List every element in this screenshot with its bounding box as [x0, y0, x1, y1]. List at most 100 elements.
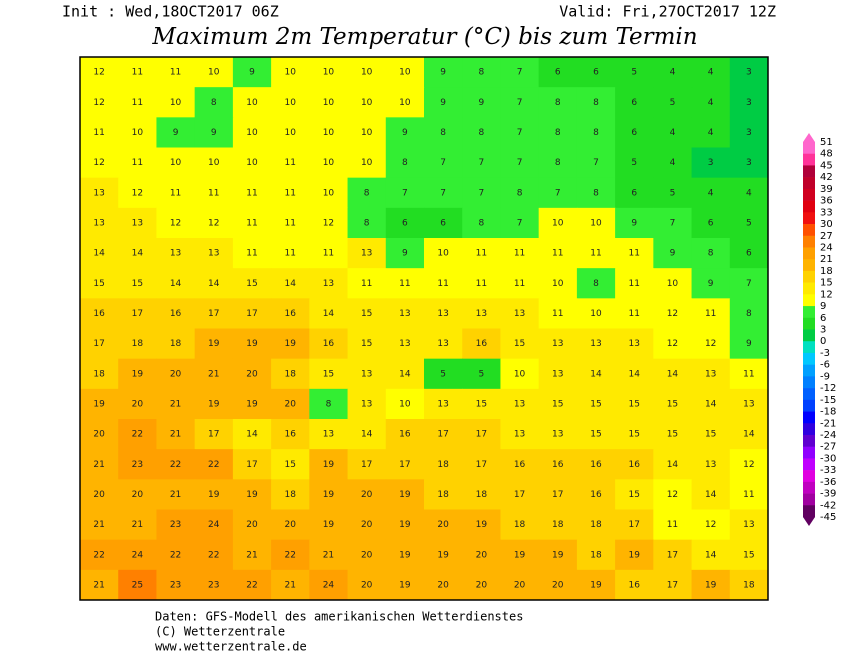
temperature-cell	[118, 268, 157, 299]
temperature-cell	[538, 147, 578, 179]
temperature-label: 20	[514, 580, 526, 590]
temperature-label: 13	[743, 520, 754, 530]
temperature-cell	[462, 117, 501, 148]
legend-swatch	[803, 388, 815, 401]
legend-label: 27	[820, 231, 833, 242]
temperature-cell	[232, 449, 272, 480]
temperature-cell	[385, 419, 425, 450]
temperature-label: 7	[517, 98, 523, 108]
temperature-label: 11	[246, 218, 257, 228]
temperature-cell	[653, 539, 693, 571]
temperature-label: 22	[284, 550, 295, 560]
temperature-cell	[271, 298, 310, 329]
temperature-label: 20	[437, 520, 449, 530]
temperature-label: 14	[667, 369, 679, 379]
temperature-label: 13	[93, 188, 104, 198]
temperature-cell	[500, 147, 540, 179]
temperature-cell	[232, 268, 272, 299]
temperature-label: 16	[323, 339, 335, 349]
legend-label: -15	[820, 395, 836, 406]
temperature-label: 10	[590, 218, 602, 228]
temperature-cell	[424, 388, 463, 420]
temperature-label: 10	[437, 249, 449, 259]
temperature-label: 15	[361, 309, 372, 319]
temperature-label: 17	[93, 339, 104, 349]
temperature-cell	[232, 57, 272, 88]
temperature-cell	[653, 569, 693, 601]
temperature-label: 17	[667, 550, 678, 560]
temperature-cell	[462, 87, 501, 118]
temperature-cell	[615, 298, 654, 329]
temperature-label: 11	[208, 188, 219, 198]
temperature-cell	[653, 117, 693, 148]
temperature-label: 13	[514, 399, 525, 409]
temperature-label: 7	[593, 158, 599, 168]
temperature-cell	[347, 238, 387, 269]
legend-label: -21	[820, 418, 836, 429]
temperature-cell	[271, 509, 310, 541]
temperature-cell	[538, 388, 578, 420]
temperature-label: 3	[746, 128, 752, 138]
temperature-cell	[615, 539, 654, 571]
temperature-label: 19	[705, 580, 717, 590]
temperature-cell	[615, 57, 654, 88]
temperature-cell	[118, 57, 157, 88]
temperature-cell	[271, 177, 310, 209]
temperature-cell	[691, 388, 731, 420]
temperature-label: 8	[478, 68, 484, 78]
temperature-cell	[729, 419, 769, 450]
temperature-label: 12	[667, 490, 678, 500]
temperature-label: 8	[211, 98, 217, 108]
temperature-label: 10	[399, 98, 411, 108]
temperature-cell	[538, 509, 578, 541]
temperature-label: 19	[399, 520, 411, 530]
temperature-cell	[424, 539, 463, 571]
temperature-cell	[271, 388, 310, 420]
temperature-cell	[309, 87, 349, 118]
temperature-cell	[424, 177, 463, 209]
temperature-label: 7	[555, 188, 561, 198]
temperature-label: 3	[746, 68, 752, 78]
temperature-label: 8	[555, 158, 561, 168]
temperature-label: 17	[476, 460, 487, 470]
temperature-label: 14	[705, 550, 717, 560]
temperature-label: 14	[246, 430, 258, 440]
temperature-label: 19	[323, 460, 335, 470]
temperature-cell	[232, 479, 272, 510]
temperature-cell	[232, 569, 272, 601]
temperature-cell	[194, 388, 234, 420]
temperature-label: 11	[476, 249, 487, 259]
temperature-cell	[309, 419, 349, 450]
temperature-label: 15	[667, 399, 678, 409]
legend-label: 39	[820, 184, 833, 195]
temperature-label: 10	[170, 158, 182, 168]
temperature-cell	[500, 419, 540, 450]
temperature-label: 18	[552, 520, 564, 530]
temperature-cell	[576, 87, 616, 118]
temperature-label: 8	[746, 309, 752, 319]
temperature-label: 18	[93, 369, 105, 379]
temperature-cell	[691, 147, 731, 179]
temperature-cell	[691, 328, 731, 360]
legend-label: 36	[820, 196, 833, 207]
temperature-label: 13	[514, 309, 525, 319]
footer-line: (C) Wetterzentrale	[155, 625, 285, 639]
temperature-cell	[576, 419, 616, 450]
temperature-cell	[271, 569, 310, 601]
legend-swatch	[803, 470, 815, 483]
temperature-cell	[156, 509, 196, 541]
legend-label: -18	[820, 407, 836, 418]
temperature-label: 22	[170, 550, 181, 560]
temperature-label: 6	[708, 218, 714, 228]
temperature-label: 9	[746, 339, 752, 349]
temperature-label: 20	[361, 490, 373, 500]
temperature-label: 7	[478, 158, 484, 168]
temperature-cell	[118, 449, 157, 480]
temperature-cell	[80, 238, 119, 269]
temperature-cell	[538, 449, 578, 480]
temperature-label: 19	[399, 580, 411, 590]
temperature-cell	[424, 479, 463, 510]
temperature-label: 17	[437, 430, 448, 440]
temperature-label: 8	[708, 249, 714, 259]
temperature-label: 4	[708, 188, 714, 198]
